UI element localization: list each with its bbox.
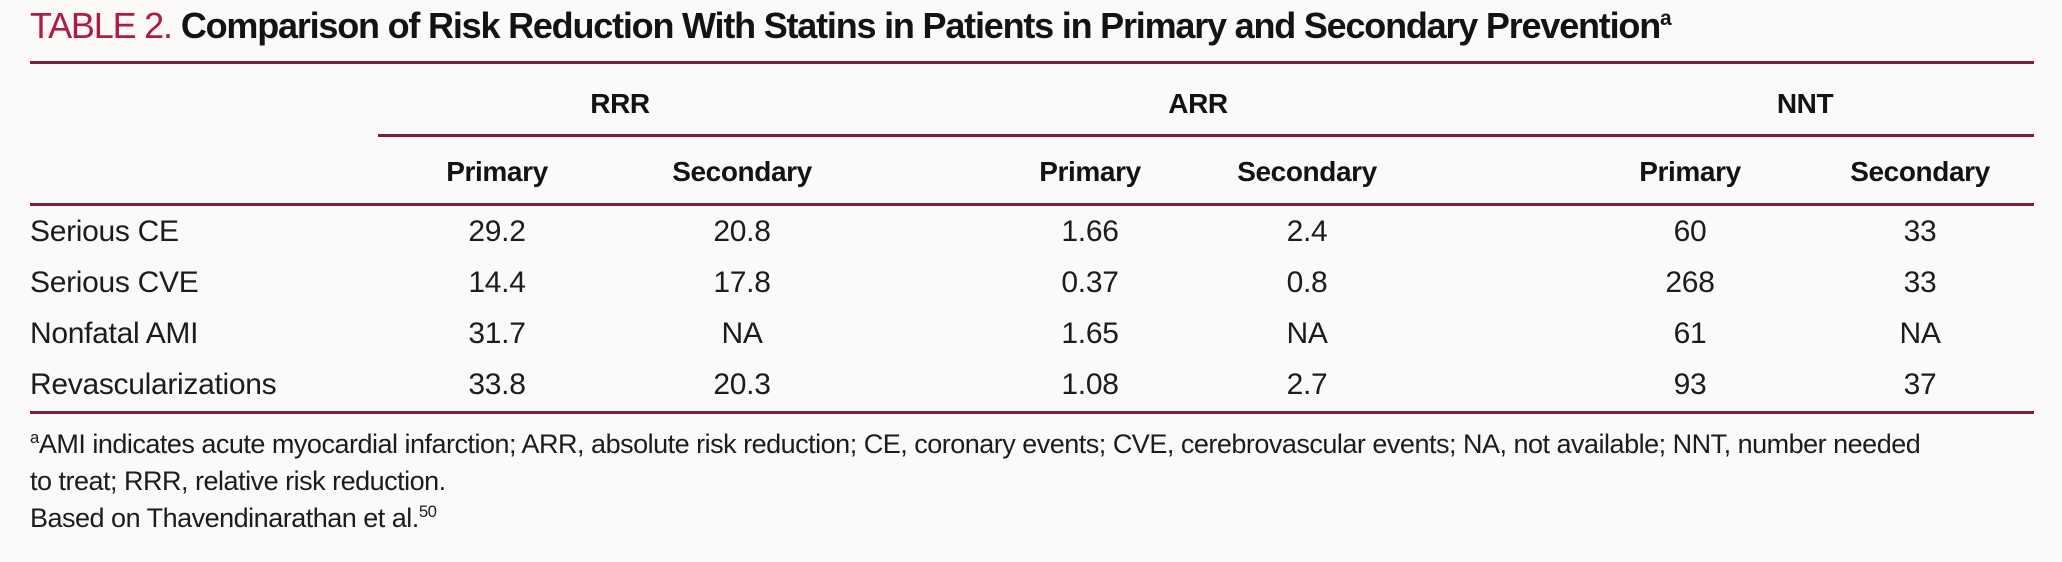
table-row: Revascularizations 33.8 20.3 1.08 2.7 93… [0, 359, 2062, 410]
cell-rrr-secondary: 17.8 [713, 265, 771, 299]
table-body: Serious CE 29.2 20.8 1.66 2.4 60 33 Seri… [0, 206, 2062, 410]
cell-nnt-secondary: 33 [1903, 265, 1937, 299]
cell-nnt-secondary: NA [1899, 316, 1941, 350]
cell-rrr-primary: 31.7 [468, 316, 526, 350]
table-row: Serious CVE 14.4 17.8 0.37 0.8 268 33 [0, 257, 2062, 308]
row-label: Serious CE [30, 214, 179, 248]
footnote-marker: a [30, 428, 39, 447]
subheader-arr-secondary: Secondary [1237, 156, 1377, 187]
row-label: Revascularizations [30, 367, 277, 401]
footnote-abbreviations-text: AMI indicates acute myocardial infarctio… [38, 429, 1921, 459]
table-row: Serious CE 29.2 20.8 1.66 2.4 60 33 [0, 206, 2062, 257]
cell-nnt-primary: 93 [1673, 367, 1707, 401]
title-divider-rule [30, 61, 2034, 64]
group-header-divider-rule [378, 134, 2034, 137]
subheader-nnt-primary: Primary [1639, 156, 1741, 187]
table-title-text: Comparison of Risk Reduction With Statin… [180, 5, 1661, 46]
title-footnote-marker: a [1659, 7, 1672, 30]
footnote-source-line: Based on Thavendinarathan et al.50 [30, 500, 1920, 537]
cell-nnt-secondary: 37 [1903, 367, 1937, 401]
table-number-label: TABLE 2. [30, 5, 173, 46]
footnote-abbreviations-line-2: to treat; RRR, relative risk reduction. [30, 466, 446, 496]
cell-nnt-primary: 61 [1673, 316, 1707, 350]
column-group-nnt: NNT [1776, 88, 1834, 119]
cell-rrr-secondary: 20.3 [713, 367, 771, 401]
footnote-abbreviations-line-1: aAMI indicates acute myocardial infarcti… [30, 426, 1921, 463]
cell-nnt-secondary: 33 [1903, 214, 1937, 248]
footnote-source-text: Based on Thavendinarathan et al. [30, 503, 419, 533]
cell-arr-primary: 0.37 [1061, 265, 1119, 299]
cell-arr-secondary: 2.7 [1286, 367, 1328, 401]
cell-arr-primary: 1.65 [1061, 316, 1119, 350]
footnotes: aAMI indicates acute myocardial infarcti… [30, 426, 1921, 537]
subheader-rrr-secondary: Secondary [672, 156, 812, 187]
subheader-arr-primary: Primary [1039, 156, 1141, 187]
cell-arr-secondary: 2.4 [1286, 214, 1328, 248]
table-row: Nonfatal AMI 31.7 NA 1.65 NA 61 NA [0, 308, 2062, 359]
subheader-rrr-primary: Primary [446, 156, 548, 187]
cell-arr-primary: 1.66 [1061, 214, 1119, 248]
cell-nnt-primary: 60 [1673, 214, 1707, 248]
cell-rrr-secondary: NA [721, 316, 763, 350]
subheader-nnt-secondary: Secondary [1850, 156, 1990, 187]
cell-arr-secondary: NA [1286, 316, 1328, 350]
sub-header-divider-rule [30, 203, 2034, 206]
cell-nnt-primary: 268 [1665, 265, 1715, 299]
column-group-rrr: RRR [590, 88, 650, 119]
cell-arr-primary: 1.08 [1061, 367, 1119, 401]
cell-rrr-primary: 33.8 [468, 367, 526, 401]
table-title: TABLE 2. Comparison of Risk Reduction Wit… [30, 4, 1672, 48]
cell-arr-secondary: 0.8 [1286, 265, 1328, 299]
cell-rrr-primary: 29.2 [468, 214, 526, 248]
cell-rrr-primary: 14.4 [468, 265, 526, 299]
row-label: Serious CVE [30, 265, 199, 299]
row-label: Nonfatal AMI [30, 316, 199, 350]
reference-superscript: 50 [418, 502, 437, 521]
table-bottom-rule [30, 411, 2034, 414]
column-group-arr: ARR [1168, 88, 1228, 119]
cell-rrr-secondary: 20.8 [713, 214, 771, 248]
